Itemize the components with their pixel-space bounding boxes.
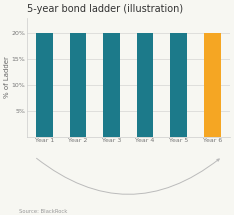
- Bar: [204, 33, 221, 137]
- Bar: [69, 33, 86, 137]
- Text: Source: BlackRock: Source: BlackRock: [19, 209, 67, 214]
- Y-axis label: % of Ladder: % of Ladder: [4, 56, 10, 98]
- Bar: [137, 33, 154, 137]
- Bar: [103, 33, 120, 137]
- Bar: [170, 33, 187, 137]
- Text: 5-year bond ladder (illustration): 5-year bond ladder (illustration): [27, 4, 183, 14]
- Bar: [36, 33, 53, 137]
